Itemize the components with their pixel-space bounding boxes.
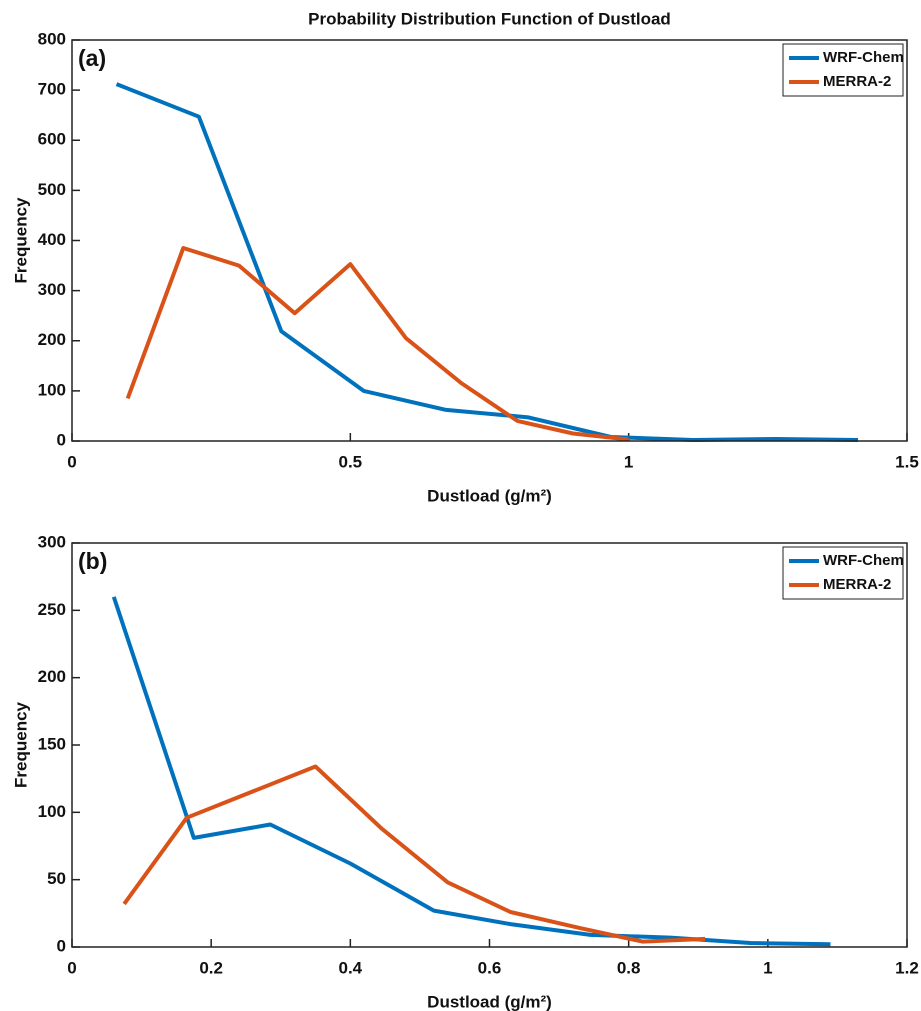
chart-panel: Probability Distribution Function of Dus…: [11, 9, 918, 505]
panel-label: (b): [78, 548, 107, 574]
legend-box: [782, 43, 904, 97]
y-tick-label: 0: [57, 430, 66, 449]
series-line: [111, 596, 831, 947]
legend-label: MERRA-2: [823, 73, 891, 90]
y-tick-label: 300: [38, 532, 66, 551]
x-axis-label: Dustload (g/m²): [427, 486, 552, 505]
chart-panel: 0 50 100 150 200 250 300 0 0.2 0.4 0.6 0.8 1 1.2 Dustl…: [11, 532, 918, 1011]
legend-label: WRF-Chem: [823, 49, 904, 66]
legend-label: WRF-Chem: [823, 552, 904, 569]
x-tick-label: 1.2: [895, 958, 919, 977]
x-tick-label: 0.8: [617, 958, 641, 977]
x-tick-label: 0: [67, 452, 76, 471]
legend-label: MERRA-2: [823, 576, 891, 593]
plot-frame: [71, 39, 908, 442]
series-line: [125, 246, 629, 442]
y-tick-label: 400: [38, 230, 66, 249]
y-axis-label: Frequency: [11, 701, 30, 788]
y-tick-label: 100: [38, 380, 66, 399]
y-tick-label: 50: [47, 869, 66, 888]
y-tick-label: 700: [38, 80, 66, 99]
y-tick-label: 800: [38, 29, 66, 48]
x-tick-label: 0.4: [339, 958, 363, 977]
y-tick-label: 0: [57, 936, 66, 955]
x-tick-label: 0.2: [199, 958, 223, 977]
plot-frame: [71, 542, 908, 948]
chart-title: Probability Distribution Function of Dus…: [308, 9, 671, 28]
x-tick-label: 1.5: [895, 452, 919, 471]
series-line: [115, 82, 859, 442]
y-tick-label: 300: [38, 280, 66, 299]
y-tick-label: 500: [38, 180, 66, 199]
series-line: [122, 764, 706, 944]
y-tick-label: 600: [38, 130, 66, 149]
y-tick-label: 100: [38, 802, 66, 821]
y-tick-label: 150: [38, 734, 66, 753]
y-tick-label: 200: [38, 667, 66, 686]
x-tick-label: 0.6: [478, 958, 502, 977]
x-tick-label: 0: [67, 958, 76, 977]
x-tick-label: 1: [624, 452, 633, 471]
x-tick-label: 0.5: [339, 452, 363, 471]
x-axis-label: Dustload (g/m²): [427, 992, 552, 1011]
x-tick-label: 1: [763, 958, 772, 977]
y-tick-label: 200: [38, 330, 66, 349]
legend-box: [782, 546, 904, 600]
y-axis-label: Frequency: [11, 197, 30, 284]
panel-label: (a): [78, 45, 106, 71]
y-tick-label: 250: [38, 600, 66, 619]
